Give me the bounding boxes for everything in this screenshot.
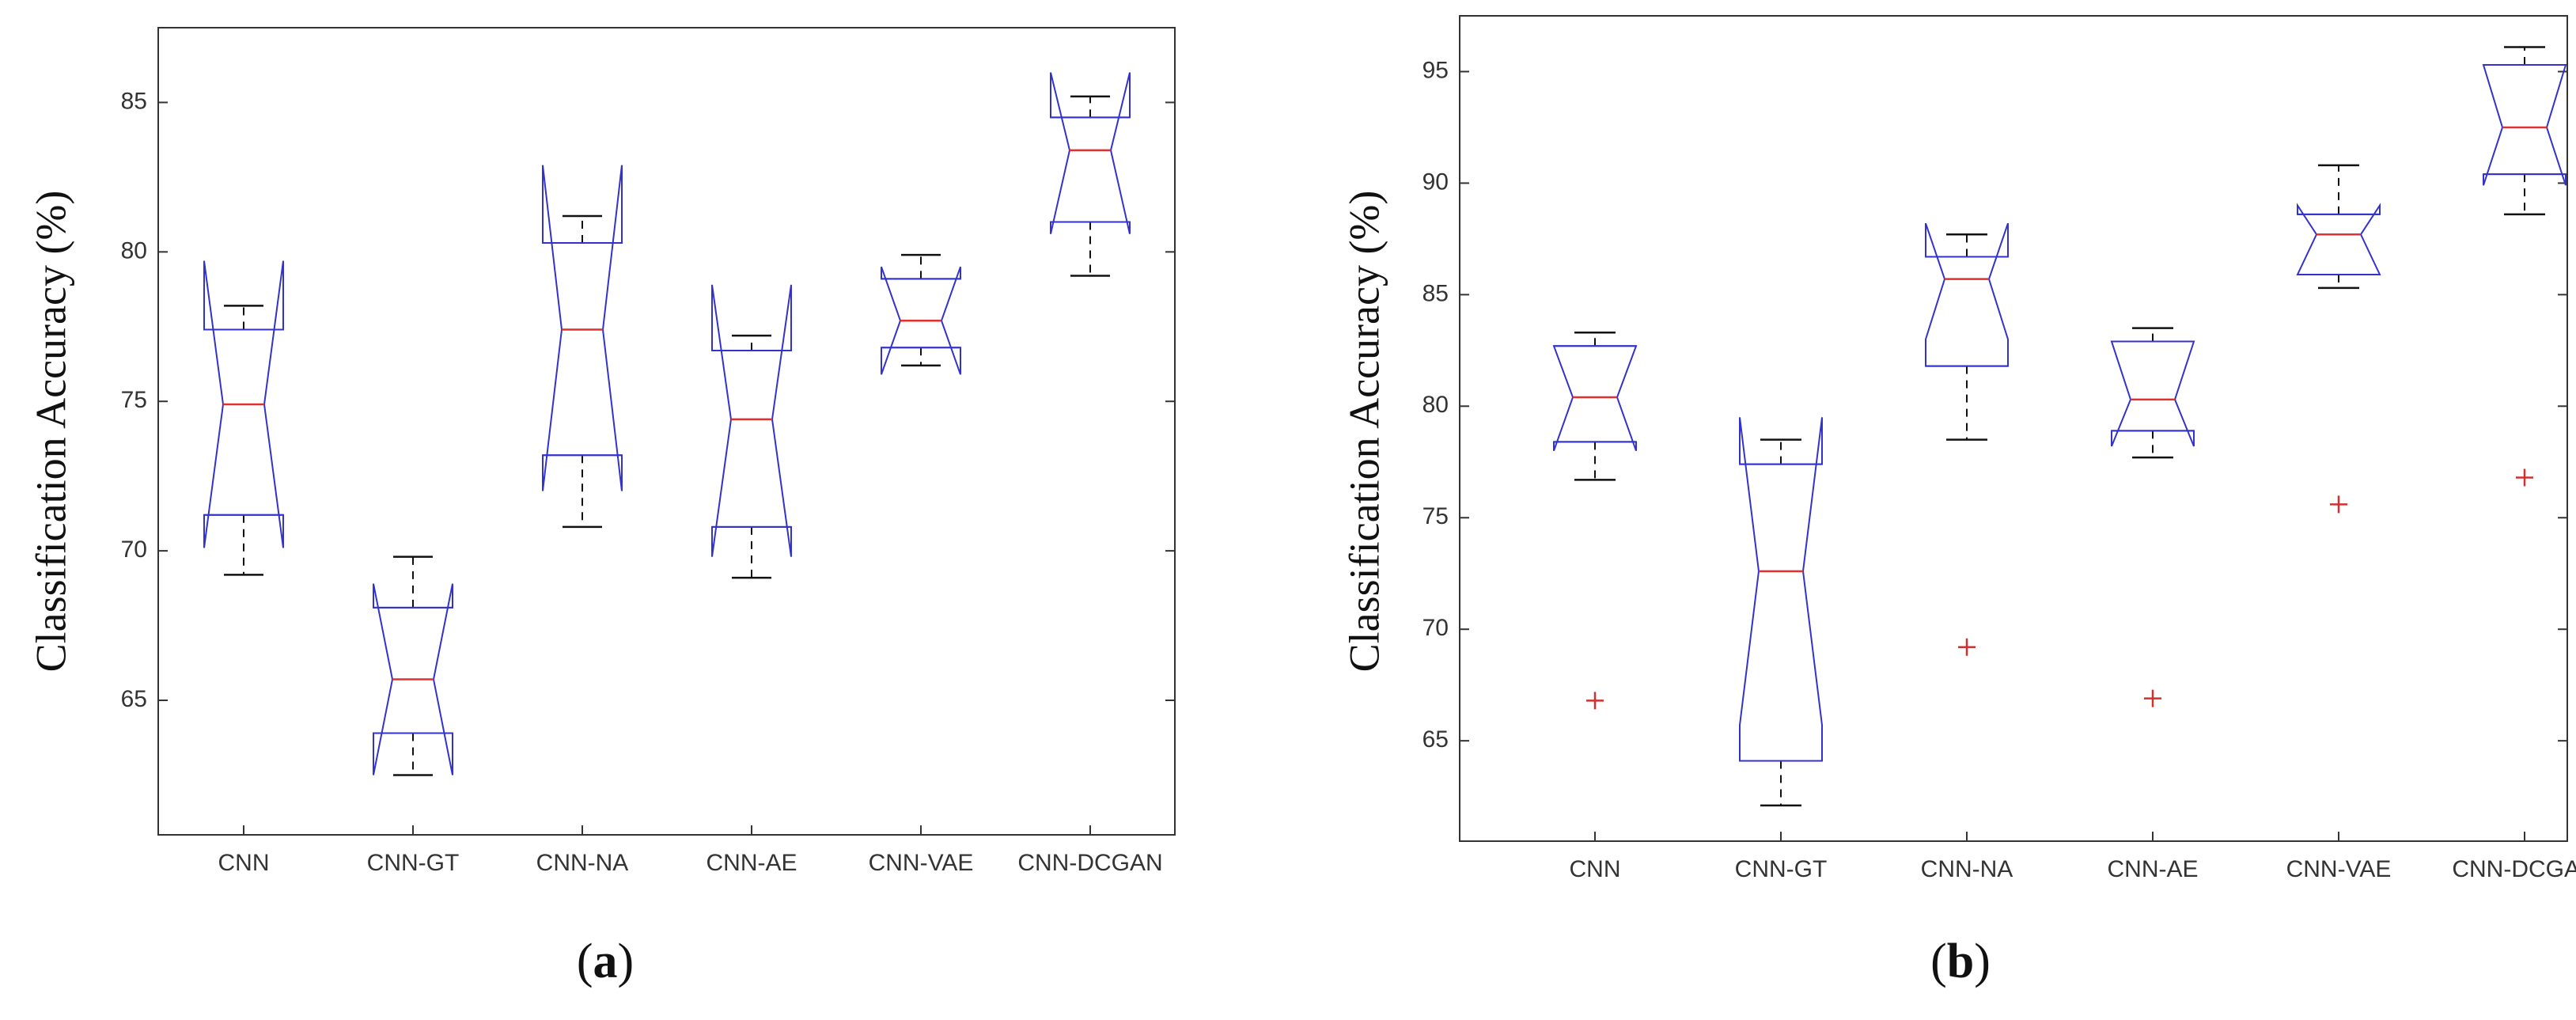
y-tick-label: 80 — [1422, 392, 1449, 418]
outlier-marker — [2330, 495, 2347, 514]
notched-box — [542, 165, 623, 491]
x-tick-label: CNN-VAE — [869, 850, 974, 876]
panel-b-label: (b) — [1930, 935, 1991, 988]
x-tick-label: CNN-VAE — [2286, 856, 2392, 882]
box-cnn-na — [542, 165, 623, 529]
panel-a-y-axis: 65 70 75 80 85 — [121, 88, 1175, 712]
box-cnn — [1552, 332, 1638, 710]
panel-b: 65 70 75 80 85 90 95 CNN CNN-GT CNN-NA CNN-AE CNN-… — [1340, 15, 2576, 988]
box-cnn-vae — [881, 253, 961, 375]
panel-a-plot-frame — [157, 27, 1176, 836]
panel-b-x-axis: CNN CNN-GT CNN-NA CNN-AE CNN-VAE CNN-DCGAN — [1570, 832, 2576, 882]
y-tick-label: 65 — [121, 686, 147, 712]
notched-box — [2296, 203, 2381, 275]
y-tick-label: 65 — [1422, 726, 1449, 753]
notched-box — [2482, 64, 2567, 186]
box-cnn-ae — [711, 284, 792, 579]
y-tick-label: 90 — [1422, 169, 1449, 195]
panel-a-label: (a) — [577, 935, 634, 988]
x-tick-label: CNN-NA — [1921, 856, 2013, 882]
panel-b-y-axis: 65 70 75 80 85 90 95 — [1422, 57, 2567, 753]
y-tick-label: 75 — [121, 387, 147, 413]
x-tick-label: CNN-GT — [1735, 856, 1828, 882]
panel-b-plot-frame — [1459, 15, 2568, 842]
y-tick-label: 70 — [1422, 615, 1449, 641]
y-tick-label: 95 — [1422, 57, 1449, 83]
box-cnn-ae — [2110, 327, 2195, 707]
outlier-marker — [1586, 692, 1604, 710]
x-tick-label: CNN-GT — [367, 850, 460, 876]
x-tick-label: CNN-AE — [2107, 856, 2198, 882]
notched-box — [1552, 345, 1638, 452]
x-tick-label: CNN-DCGAN — [2452, 856, 2576, 882]
y-tick-label: 80 — [121, 237, 147, 264]
x-tick-label: CNN-NA — [536, 850, 629, 876]
box-cnn-gt — [373, 556, 453, 776]
box-cnn-dcgan — [2482, 46, 2567, 487]
x-tick-label: CNN — [1570, 856, 1621, 882]
outlier-marker — [1958, 638, 1976, 656]
panel-a-x-axis: CNN CNN-GT CNN-NA CNN-AE CNN-VAE CNN-DCGAN — [218, 825, 1163, 876]
outlier-marker — [2144, 689, 2161, 707]
y-tick-label: 75 — [1422, 503, 1449, 529]
panel-b-y-axis-title: Classification Accuracy (%) — [1340, 191, 1388, 673]
box-cnn-dcgan — [1050, 72, 1131, 277]
panel-b-boxes — [1552, 46, 2567, 807]
box-cnn — [203, 260, 284, 576]
panel-a-boxes — [203, 72, 1131, 776]
notched-box — [711, 284, 792, 557]
y-tick-label: 85 — [1422, 280, 1449, 306]
box-cnn-gt — [1739, 417, 1823, 807]
panel-a-y-axis-title: Classification Accuracy (%) — [27, 191, 74, 673]
box-cnn-vae — [2296, 164, 2381, 514]
x-tick-label: CNN — [218, 850, 270, 876]
y-tick-label: 85 — [121, 88, 147, 114]
box-cnn-na — [1925, 222, 2009, 656]
x-tick-label: CNN-DCGAN — [1017, 850, 1162, 876]
x-tick-label: CNN-AE — [706, 850, 797, 876]
outlier-marker — [2516, 468, 2533, 487]
notched-box — [1739, 417, 1823, 762]
notched-box — [1925, 222, 2009, 367]
y-tick-label: 70 — [121, 537, 147, 563]
